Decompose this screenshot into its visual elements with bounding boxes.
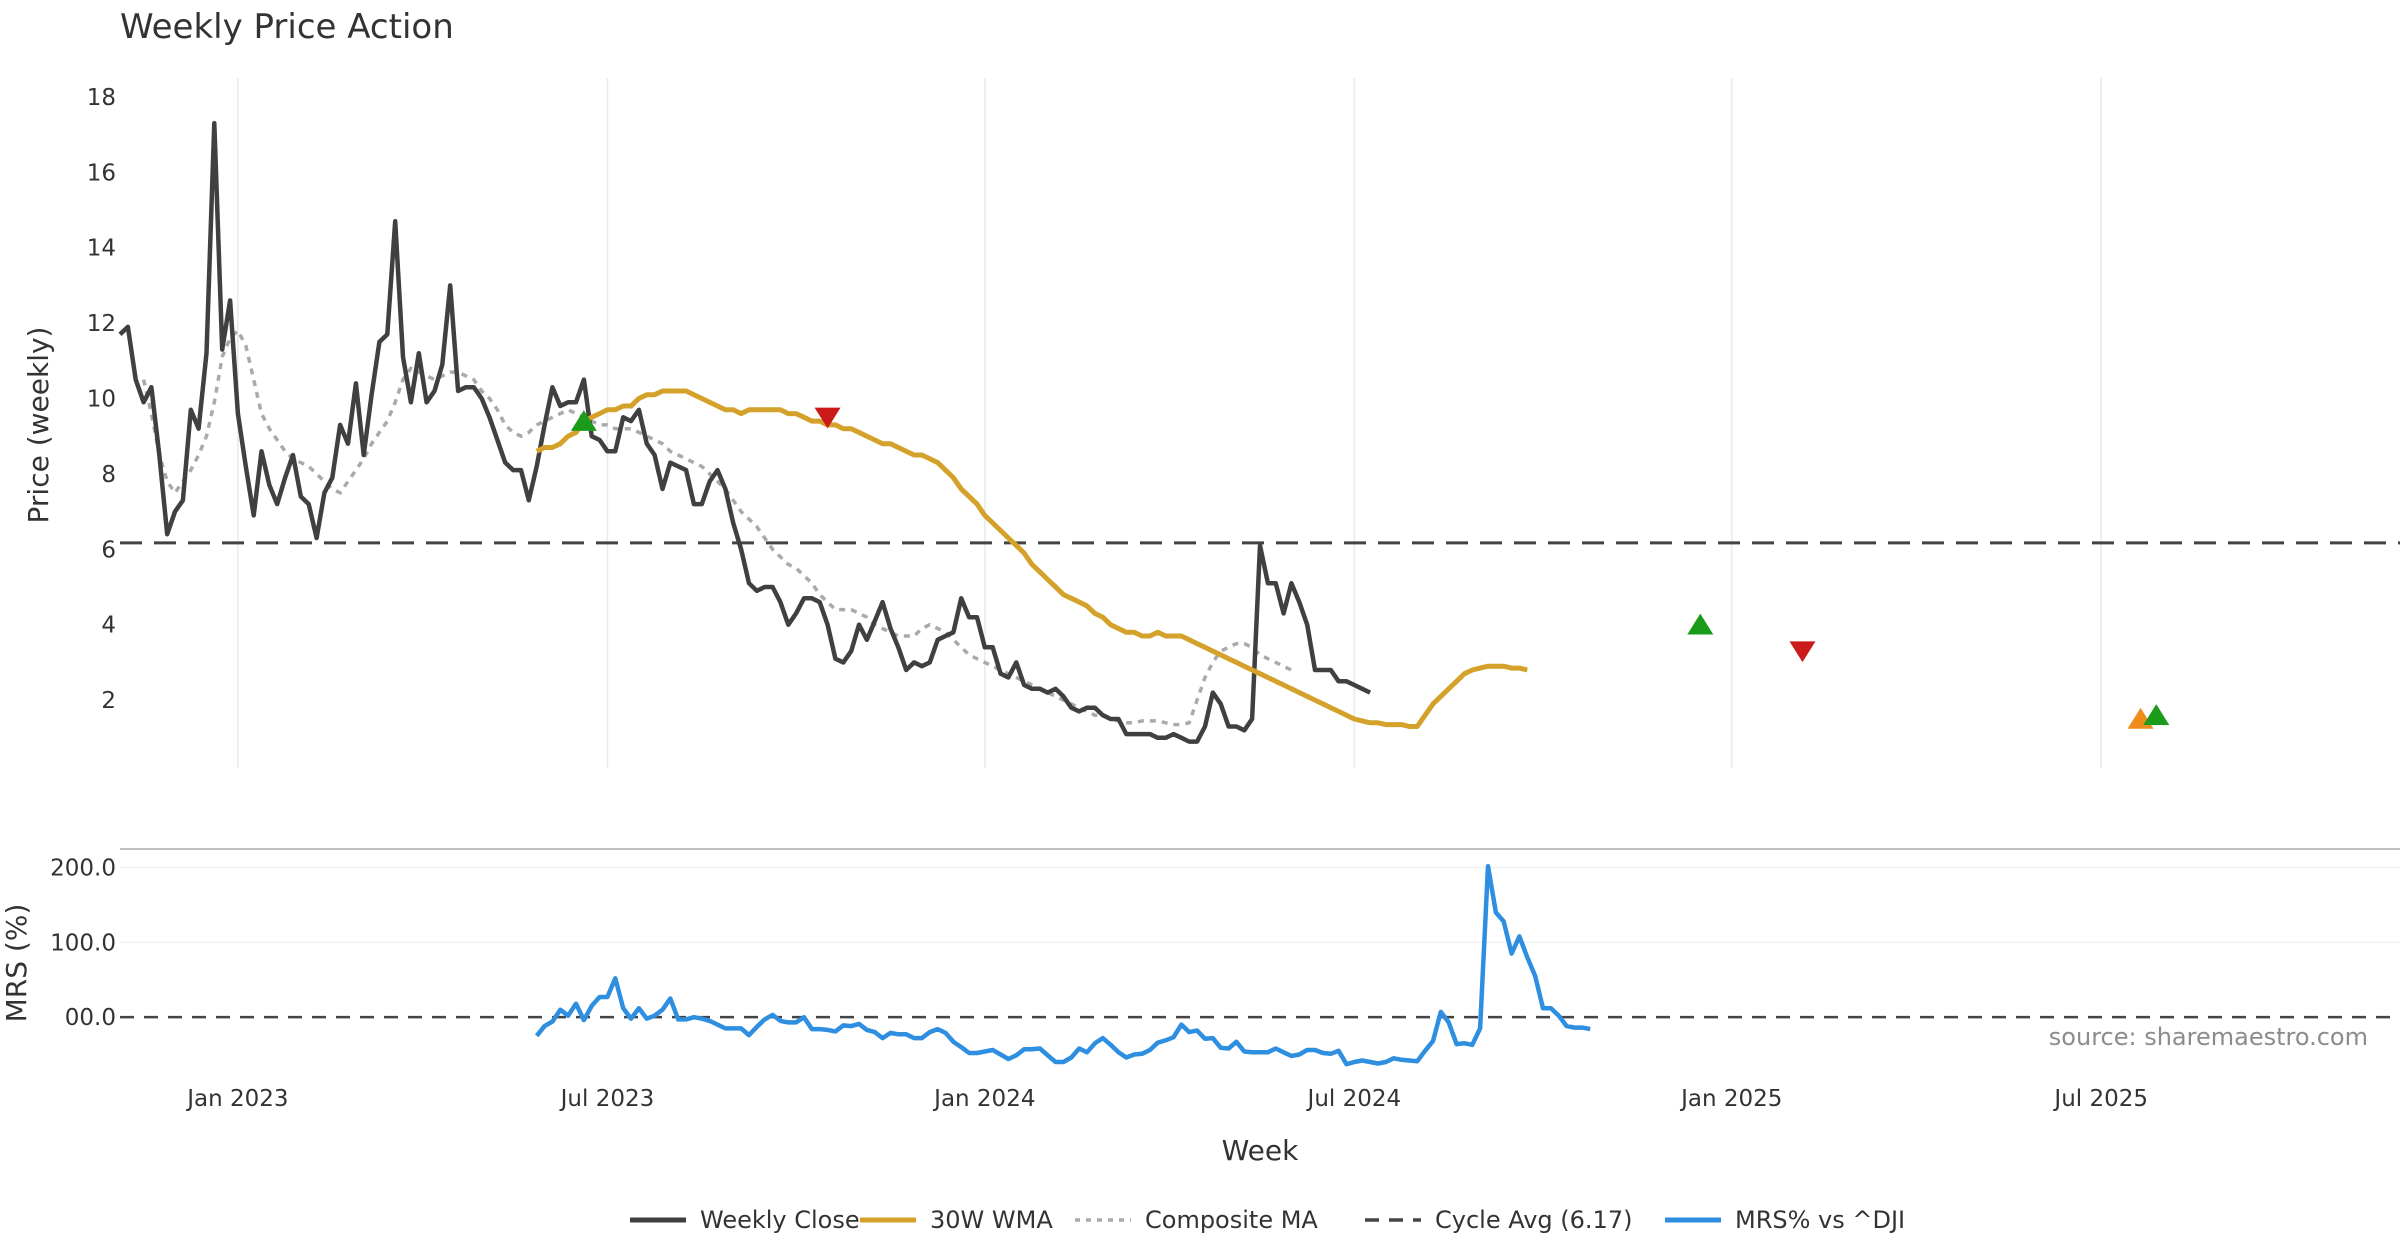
price-y-tick-0: 2 (101, 688, 116, 714)
chart-title: Weekly Price Action (120, 7, 454, 47)
legend-label-wma: 30W WMA (930, 1206, 1053, 1234)
x-tick-4: Jan 2025 (1679, 1086, 1782, 1112)
buy-marker-0 (570, 410, 597, 431)
mrs-y-axis-title: MRS (%) (0, 904, 33, 1023)
source-note: source: sharemaestro.com (2049, 1023, 2368, 1051)
mrs-y-tick-2: 200.0 (50, 856, 116, 882)
price-y-axis-title: Price (weekly) (22, 327, 55, 524)
buy-marker-5 (2143, 704, 2170, 725)
price-y-tick-6: 14 (87, 236, 116, 262)
mrs-y-ticks: 00.0 100.0 200.0 (50, 856, 116, 1031)
legend-label-cycle: Cycle Avg (6.17) (1435, 1206, 1632, 1234)
price-y-tick-8: 18 (87, 85, 116, 111)
sell-marker-3 (1789, 641, 1816, 663)
price-y-tick-2: 6 (101, 537, 116, 563)
x-tick-3: Jul 2024 (1306, 1086, 1402, 1112)
x-axis-title: Week (1222, 1134, 1299, 1167)
mrs-gridlines (120, 866, 2400, 944)
x-tick-0: Jan 2023 (185, 1086, 288, 1112)
price-y-tick-5: 12 (87, 311, 116, 337)
x-tick-2: Jan 2024 (932, 1086, 1035, 1112)
legend-label-mrs: MRS% vs ^DJI (1735, 1206, 1905, 1234)
price-gridlines (237, 78, 2102, 768)
price-y-ticks: 2 4 6 8 10 12 14 16 18 (87, 85, 116, 714)
mrs-y-tick-0: 00.0 (65, 1005, 116, 1031)
price-y-tick-7: 16 (87, 160, 116, 186)
signal-markers (570, 407, 2170, 729)
x-tick-1: Jul 2023 (559, 1086, 655, 1112)
price-series-group (118, 120, 2400, 744)
x-tick-5: Jul 2025 (2052, 1086, 2148, 1112)
mrs-line (534, 863, 1591, 1067)
legend: Weekly Close 30W WMA Composite MA Cycle Avg… (630, 1206, 1905, 1234)
legend-label-composite: Composite MA (1145, 1206, 1318, 1234)
legend-label-close: Weekly Close (700, 1206, 860, 1234)
price-y-tick-4: 10 (87, 386, 116, 412)
sell-marker-1 (814, 407, 841, 429)
composite-ma-line (141, 327, 1293, 727)
price-y-tick-3: 8 (101, 462, 116, 488)
weekly-close-line (118, 120, 1372, 744)
price-y-tick-1: 4 (101, 613, 116, 639)
mrs-y-tick-1: 100.0 (50, 930, 116, 956)
buy-marker-2 (1687, 613, 1714, 635)
wma-30w-line (535, 388, 1528, 729)
mrs-series-group (120, 863, 2400, 1067)
x-ticks: Jan 2023 Jul 2023 Jan 2024 Jul 2024 Jan 2025… (185, 1086, 2148, 1112)
